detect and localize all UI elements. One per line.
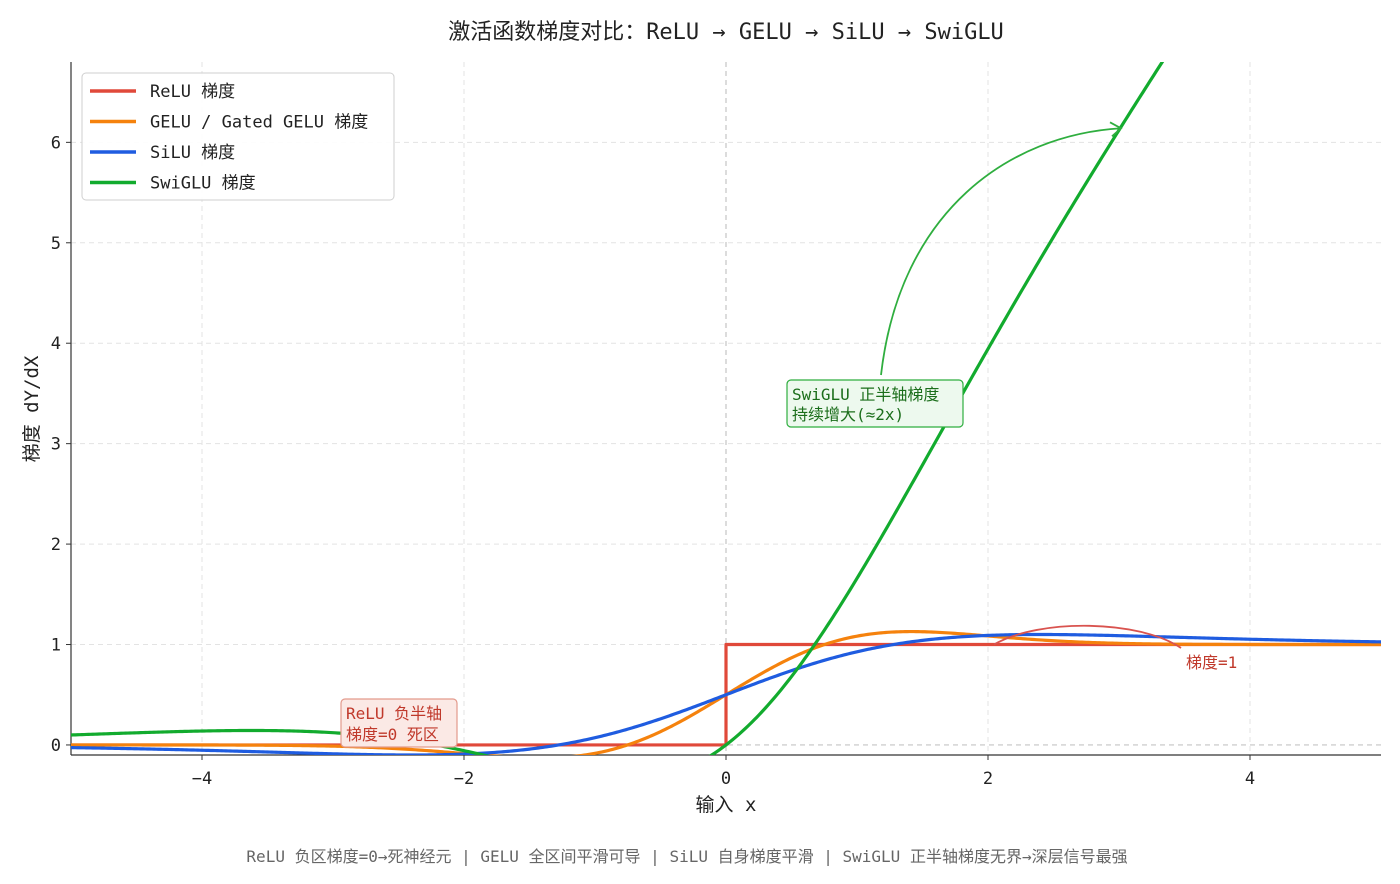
swiglu-annotation-label: SwiGLU 正半轴梯度 [792,385,939,404]
y-tick-label: 6 [51,133,61,153]
series-line-2 [71,632,1381,755]
swiglu-arrow-head [1109,121,1123,137]
x-tick-label: −2 [454,769,474,789]
y-tick-label: 1 [51,636,61,656]
relu-dead-zone-label: 梯度=0 死区 [346,725,439,744]
y-tick-label: 0 [51,736,61,756]
y-tick-label: 5 [51,234,61,254]
chart-title: 激活函数梯度对比：ReLU → GELU → SiLU → SwiGLU [448,20,1004,45]
legend-label-0: ReLU 梯度 [150,82,235,102]
legend: ReLU 梯度 GELU / Gated GELU 梯度 SiLU 梯度 SwiGLU… [81,72,395,201]
x-tick-label: 4 [1245,769,1255,789]
legend-label-1: GELU / Gated GELU 梯度 [150,113,368,133]
legend-label-3: SwiGLU 梯度 [150,174,256,194]
swiglu-annotation-arrow [880,127,1122,376]
relu-grad-one-arrow [993,624,1182,649]
relu-dead-zone-label: ReLU 负半轴 [346,704,442,723]
relu-grad-one-label: 梯度=1 [1186,653,1237,672]
footer-note: ReLU 负区梯度=0→死神经元 | GELU 全区间平滑可导 | SiLU 自… [246,847,1127,866]
legend-label-2: SiLU 梯度 [150,143,235,163]
legend-box [81,72,395,201]
y-tick-label: 4 [51,334,61,354]
series-line-3 [71,62,1165,755]
y-axis-label: 梯度 dY/dX [21,355,43,462]
x-tick-label: 0 [721,769,731,789]
y-tick-label: 2 [51,535,61,555]
swiglu-annotation-label: 持续增大(≈2x) [792,405,904,424]
swiglu-annotation-box [786,379,964,428]
x-axis-label: 输入 x [696,794,757,816]
y-tick-label: 3 [51,435,61,455]
x-tick-label: −4 [192,769,212,789]
x-tick-label: 2 [983,769,993,789]
tick-labels: −4 −2 0 2 4 0 1 2 3 4 5 6 [51,133,1255,789]
relu-dead-zone-box [340,698,458,748]
